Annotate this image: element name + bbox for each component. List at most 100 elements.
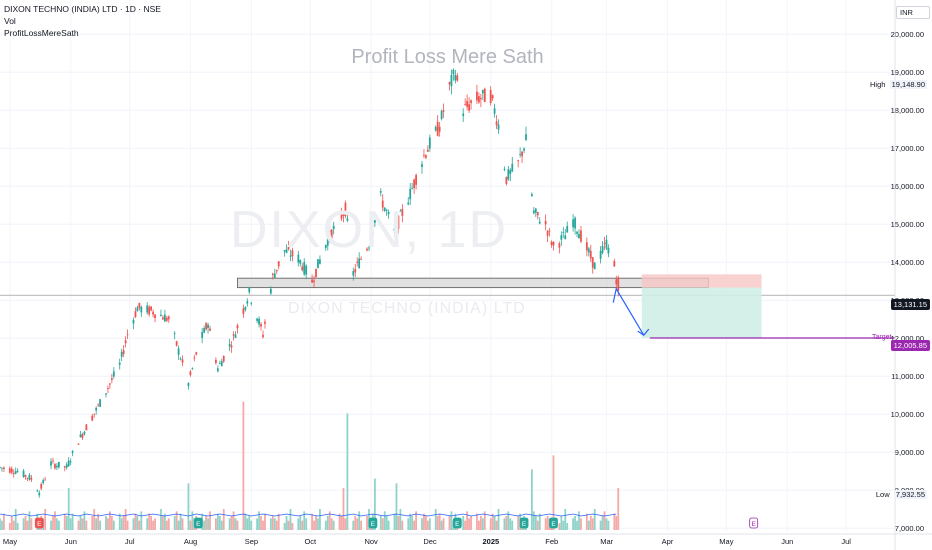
currency-selector[interactable]: INR: [896, 6, 930, 19]
candle-body: [601, 245, 604, 253]
volume-bar: [566, 523, 569, 530]
candle-body: [421, 164, 423, 168]
volume-bar: [287, 520, 290, 530]
candle-body: [407, 202, 410, 205]
candle-body: [271, 273, 274, 276]
volume-bars: [0, 401, 620, 530]
x-tick-label: 2025: [483, 537, 500, 546]
symbol-title[interactable]: DIXON TECHNO (INDIA) LTD · 1D · NSE: [4, 4, 161, 14]
candle-body: [160, 314, 162, 316]
volume-bar: [218, 516, 221, 530]
volume-bar: [150, 516, 153, 530]
volume-bar: [360, 520, 363, 530]
earnings-flag-letter: E: [551, 521, 556, 528]
volume-bar: [381, 518, 384, 530]
candle-body: [578, 233, 580, 239]
candle-body: [79, 434, 82, 438]
candle-body: [599, 251, 602, 259]
candle-body: [399, 210, 402, 212]
volume-bar: [175, 511, 178, 530]
volume-bar: [189, 520, 192, 530]
low-value: 7,932.55: [893, 490, 927, 499]
candle-body: [181, 359, 184, 363]
volume-indicator-label[interactable]: Vol: [4, 16, 16, 26]
volume-bar: [228, 518, 231, 530]
earnings-flag-letter: E: [371, 521, 376, 528]
candle-body: [287, 246, 290, 250]
candle-body: [324, 244, 327, 248]
volume-bar: [476, 513, 478, 530]
candle-body: [154, 314, 156, 319]
y-tick-label: 14,000.00: [891, 258, 924, 267]
candle-body: [615, 279, 618, 285]
candle-body: [187, 382, 190, 387]
candle-body: [301, 266, 304, 271]
volume-bar: [205, 516, 207, 530]
candle-body: [358, 258, 361, 269]
volume-bar: [105, 516, 107, 530]
volume-bar: [436, 516, 439, 530]
volume-bar: [317, 518, 319, 530]
candle-body: [497, 124, 500, 130]
volume-bar: [262, 520, 264, 530]
candle-body: [244, 306, 247, 310]
candle-body: [1, 467, 3, 469]
candle-body: [574, 217, 576, 229]
candle-body: [393, 228, 396, 231]
candle-body: [203, 328, 206, 333]
volume-bar: [277, 513, 280, 530]
low-label: Low: [875, 490, 890, 499]
high-value: 19,148.90: [889, 80, 927, 89]
candle-body: [580, 230, 582, 242]
volume-bar: [112, 520, 115, 530]
volume-bar: [99, 520, 101, 530]
candle-body: [230, 345, 233, 348]
candle-body: [220, 361, 223, 367]
candle-body: [560, 235, 563, 240]
volume-bar: [154, 518, 156, 530]
candle-body: [476, 91, 478, 101]
candle-body: [97, 404, 100, 406]
volume-bar: [434, 509, 437, 530]
candle-body: [552, 241, 555, 246]
candle-body: [344, 202, 347, 216]
volume-bar: [613, 513, 616, 530]
volume-bar: [587, 520, 590, 530]
candle-body: [26, 477, 29, 479]
candle-body: [426, 149, 429, 152]
candle-body: [589, 250, 592, 259]
volume-bar: [71, 513, 74, 530]
volume-bar: [97, 513, 100, 530]
volume-bar: [409, 513, 412, 530]
volume-bar: [536, 520, 539, 530]
candle-body: [201, 332, 204, 339]
candle-body: [189, 371, 192, 376]
volume-bar: [428, 518, 431, 530]
volume-bar: [214, 518, 217, 530]
candle-body: [3, 467, 5, 469]
candle-body: [193, 357, 196, 359]
volume-bar: [179, 513, 182, 530]
high-marker: High 19,148.90: [867, 79, 930, 90]
volume-bar: [22, 518, 25, 530]
candle-body: [93, 413, 96, 415]
indicator-label[interactable]: ProfitLossMereSath: [4, 28, 79, 38]
volume-bar: [222, 509, 225, 530]
candle-body: [246, 301, 249, 304]
volume-bar: [562, 520, 565, 530]
volume-bar: [442, 518, 445, 530]
volume-bar: [462, 516, 465, 530]
volume-bar: [354, 516, 357, 530]
candle-body: [415, 175, 417, 185]
candle-body: [40, 483, 43, 489]
volume-bar: [291, 523, 294, 530]
volume-bar: [326, 516, 329, 530]
overlay-layer: [612, 274, 895, 339]
candle-body: [368, 247, 370, 249]
volume-bar: [438, 513, 441, 530]
candle-body: [507, 169, 510, 180]
projection-path: [612, 287, 645, 336]
candle-body: [311, 279, 313, 283]
